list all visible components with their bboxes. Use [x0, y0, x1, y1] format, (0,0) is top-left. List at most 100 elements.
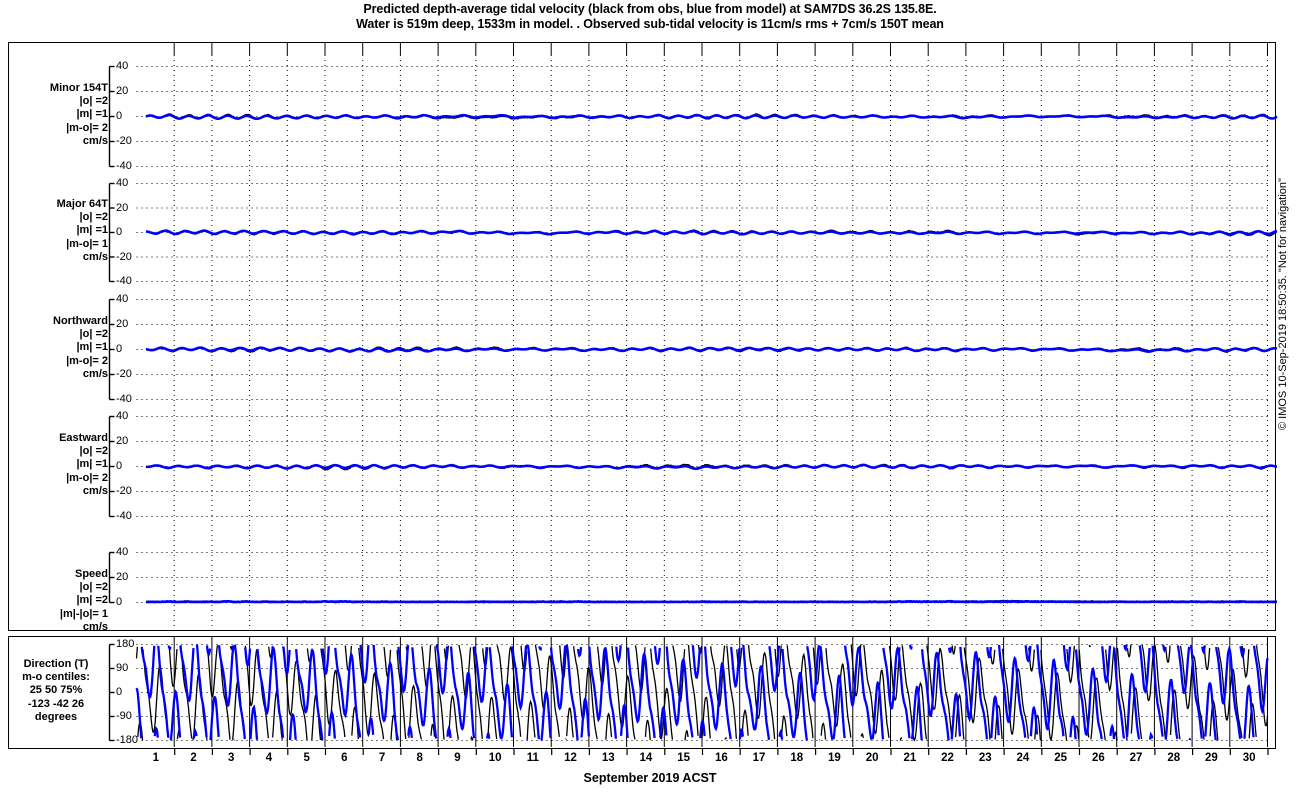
- panel-label-line: |o| =2: [79, 581, 108, 594]
- ytick-label-minor-154t--40: -40: [116, 160, 132, 172]
- xtick-label-14: 14: [639, 752, 653, 764]
- figure-title: Predicted depth-average tidal velocity (…: [0, 2, 1300, 32]
- panel-label-line: Speed: [74, 568, 108, 580]
- panel-label-speed: Speed |o| =2 |m| =2 |m|-|o|= 1 cm/s: [0, 568, 108, 634]
- xaxis-tickmarks: [174, 749, 1269, 755]
- xtick-label-15: 15: [677, 752, 691, 764]
- xtick-label-12: 12: [564, 752, 577, 764]
- panel-label-line: cm/s: [82, 620, 108, 633]
- ytick-label-major-64t--20: -20: [116, 250, 132, 263]
- xaxis-title: September 2019 ACST: [583, 771, 717, 785]
- ytick-label-direction-90: 90: [116, 662, 129, 674]
- panel-label-line: |o| =2: [79, 211, 108, 224]
- panel-label-direction: Direction (T) m-o centiles: 25 50 75% -123 …: [0, 658, 112, 724]
- xtick-label-28: 28: [1167, 752, 1181, 764]
- panel-label-line: |m| =1: [76, 458, 108, 471]
- ytick-label-eastward-0: 0: [116, 460, 123, 472]
- ytick-label-speed-40: 40: [116, 546, 129, 558]
- panel-label-line: |m-o|= 2: [66, 471, 108, 484]
- ytick-label-eastward-20: 20: [116, 435, 129, 447]
- panel-label-line: Minor 154T: [49, 82, 108, 94]
- panel-label-northward: Northward |o| =2 |m| =1 |m-o|= 2 cm/s: [0, 315, 108, 381]
- panel-traces-speed: [145, 599, 1278, 604]
- ytick-label-eastward--20: -20: [116, 485, 132, 497]
- panel-label-line: Eastward: [59, 432, 108, 444]
- xtick-label-29: 29: [1205, 752, 1218, 764]
- xtick-label-30: 30: [1242, 752, 1256, 764]
- panel-label-line: |m| =1: [76, 108, 108, 121]
- xtick-label-27: 27: [1129, 752, 1143, 764]
- ytick-label-speed-0: 0: [116, 596, 123, 608]
- xtick-label-4: 4: [265, 752, 273, 764]
- panel-label-line: |o| =2: [79, 445, 108, 458]
- panel-label-line: degrees: [34, 710, 78, 723]
- panel-label-line: cm/s: [82, 367, 108, 380]
- ytick-label-direction--90: -90: [116, 710, 132, 722]
- panel-traces-major-64t: [145, 229, 1278, 237]
- panel-label-line: |o| =2: [79, 328, 108, 341]
- panel-label-line: -123 -42 26: [27, 697, 85, 710]
- velocity-panels-frame: [8, 42, 1278, 631]
- panel-label-line: cm/s: [82, 484, 108, 497]
- panel-traces-eastward: [145, 463, 1278, 471]
- xtick-label-23: 23: [978, 752, 992, 764]
- xtick-label-10: 10: [488, 752, 502, 764]
- xtick-label-13: 13: [601, 752, 615, 764]
- xtick-label-9: 9: [454, 752, 461, 764]
- xtick-label-19: 19: [828, 752, 841, 764]
- ytick-label-northward-0: 0: [116, 343, 123, 355]
- panel-label-line: |m| =1: [76, 341, 108, 354]
- panel-label-line: |m-o|= 2: [66, 121, 108, 134]
- ytick-label-direction-0: 0: [116, 686, 123, 698]
- xtick-label-24: 24: [1016, 752, 1030, 764]
- xtick-label-21: 21: [903, 752, 917, 764]
- xtick-label-1: 1: [152, 752, 160, 764]
- direction-panel-frame: [8, 636, 1276, 749]
- xtick-label-26: 26: [1091, 752, 1105, 764]
- panel-label-line: |m| =1: [76, 224, 108, 237]
- ytick-label-minor-154t--20: -20: [116, 135, 132, 147]
- xtick-label-2: 2: [190, 752, 197, 764]
- model-trace: [145, 229, 1278, 236]
- xtick-label-8: 8: [416, 752, 423, 764]
- velocity-plot-canvas: [108, 43, 1278, 629]
- ytick-label-northward-40: 40: [116, 293, 129, 305]
- xtick-label-22: 22: [941, 752, 954, 764]
- xtick-label-7: 7: [378, 752, 386, 764]
- model-trace: [145, 346, 1278, 353]
- gridlines: [108, 43, 1268, 629]
- ytick-label-major-64t-40: 40: [116, 177, 129, 189]
- xtick-label-6: 6: [341, 752, 348, 764]
- direction-traces: [135, 644, 1269, 742]
- ytick-label-major-64t-20: 20: [116, 201, 129, 214]
- model-trace: [145, 463, 1278, 471]
- xtick-label-18: 18: [790, 752, 804, 764]
- panel-label-line: 25 50 75%: [29, 684, 83, 697]
- panel-label-line: |m-o|= 1: [66, 237, 108, 250]
- panel-label-eastward: Eastward |o| =2 |m| =1 |m-o|= 2 cm/s: [0, 432, 108, 498]
- direction-plot-canvas: [108, 637, 1269, 747]
- direction-model-trace: [135, 644, 1269, 742]
- panel-traces-northward: [145, 346, 1278, 354]
- panel-label-line: |m|-|o|= 1: [59, 607, 108, 620]
- model-trace: [145, 599, 1278, 604]
- panel-label-line: |m-o|= 2: [66, 354, 108, 367]
- ytick-label-northward--40: -40: [116, 393, 132, 405]
- title-line-2: Water is 519m deep, 1533m in model. . Ob…: [356, 17, 944, 31]
- title-line-1: Predicted depth-average tidal velocity (…: [363, 2, 937, 16]
- panel-traces-minor-154t: [145, 113, 1278, 121]
- model-trace: [145, 113, 1278, 121]
- ytick-label-minor-154t-0: 0: [116, 110, 123, 122]
- xtick-label-11: 11: [526, 752, 539, 764]
- panel-label-line: Direction (T): [23, 658, 89, 670]
- ytick-label-direction--180: -180: [116, 734, 139, 746]
- panel-label-line: Northward: [53, 315, 108, 327]
- xtick-label-20: 20: [865, 752, 879, 764]
- ytick-label-major-64t--40: -40: [116, 275, 132, 287]
- xtick-label-16: 16: [714, 752, 728, 764]
- ytick-label-direction-180: 180: [116, 638, 135, 650]
- ytick-label-northward--20: -20: [116, 368, 132, 380]
- ytick-label-northward-20: 20: [116, 318, 129, 330]
- ytick-label-minor-154t-40: 40: [116, 60, 129, 72]
